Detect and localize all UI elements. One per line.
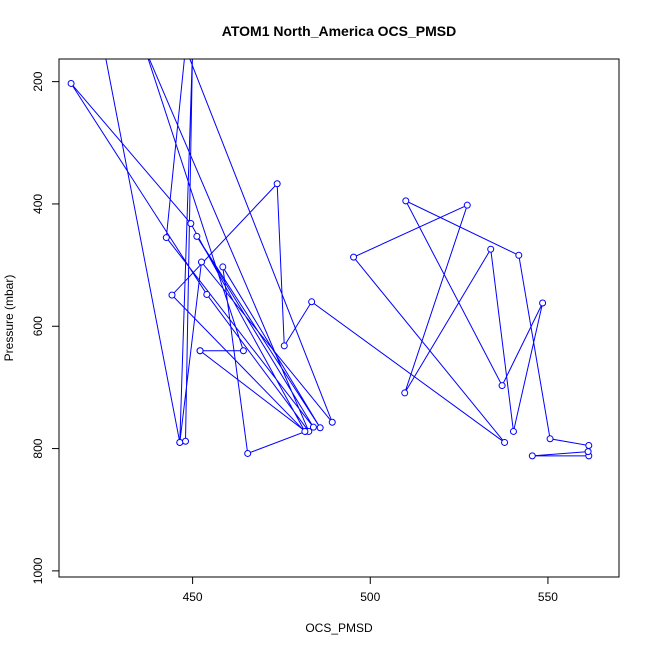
x-tick-label: 500 bbox=[360, 590, 380, 604]
data-point bbox=[584, 448, 592, 456]
data-point bbox=[273, 180, 281, 188]
x-axis-label: OCS_PMSD bbox=[305, 621, 373, 635]
x-axis: 450 500 550 bbox=[183, 577, 558, 604]
data-point bbox=[498, 382, 506, 390]
y-axis-label: Pressure (mbar) bbox=[2, 275, 16, 362]
data-point bbox=[316, 424, 324, 432]
y-tick-label: 600 bbox=[31, 316, 45, 336]
data-point bbox=[487, 245, 495, 253]
data-point bbox=[546, 435, 554, 443]
data-point bbox=[196, 347, 204, 355]
data-point bbox=[528, 452, 536, 460]
series-layer bbox=[67, 59, 593, 460]
data-point bbox=[501, 438, 509, 446]
data-point bbox=[219, 263, 227, 271]
data-point bbox=[193, 232, 201, 240]
chart-title: ATOM1 North_America OCS_PMSD bbox=[222, 23, 456, 39]
x-tick-label: 450 bbox=[183, 590, 203, 604]
data-point bbox=[350, 253, 358, 261]
data-point bbox=[301, 427, 309, 435]
plot-area bbox=[67, 59, 593, 460]
data-point bbox=[280, 342, 288, 350]
data-point bbox=[182, 437, 189, 445]
data-point bbox=[402, 197, 410, 205]
data-point bbox=[162, 234, 170, 242]
y-tick-label: 400 bbox=[31, 194, 45, 214]
data-point bbox=[67, 79, 75, 87]
data-point bbox=[539, 299, 547, 307]
data-point bbox=[401, 389, 409, 397]
data-point bbox=[463, 201, 471, 209]
data-point bbox=[168, 291, 176, 299]
data-point bbox=[509, 427, 517, 435]
plot-frame bbox=[58, 58, 620, 578]
series-line bbox=[70, 59, 590, 457]
data-point bbox=[187, 220, 195, 228]
y-axis: 200 400 600 800 1000 bbox=[31, 71, 59, 584]
data-point bbox=[308, 298, 316, 306]
x-tick-label: 550 bbox=[538, 590, 558, 604]
data-point bbox=[239, 347, 247, 355]
y-tick-label: 800 bbox=[31, 438, 45, 458]
data-point bbox=[197, 258, 205, 266]
y-tick-label: 1000 bbox=[31, 557, 45, 584]
data-point bbox=[515, 251, 523, 259]
data-point bbox=[244, 449, 252, 457]
data-point bbox=[585, 442, 593, 450]
y-tick-label: 200 bbox=[31, 71, 45, 91]
data-point bbox=[309, 423, 317, 431]
data-point bbox=[176, 438, 184, 446]
data-point bbox=[328, 418, 336, 426]
data-point bbox=[203, 290, 211, 298]
